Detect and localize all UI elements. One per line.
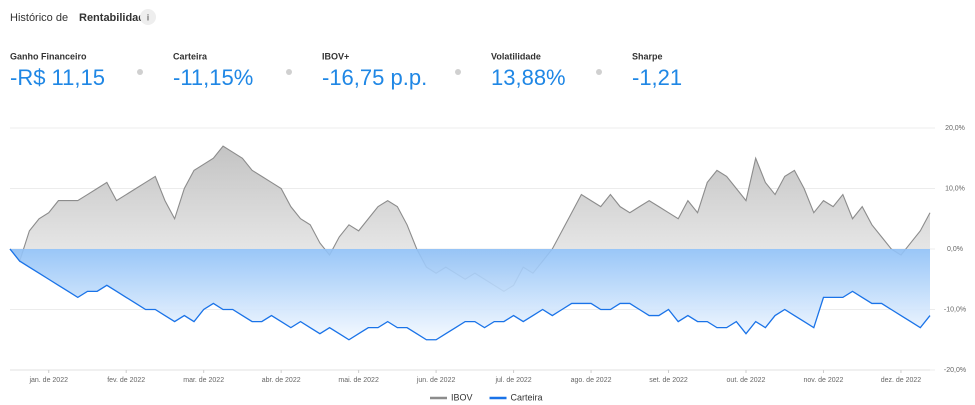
- x-tick-label: ago. de 2022: [571, 377, 612, 384]
- x-tick-label: abr. de 2022: [262, 377, 301, 384]
- stat-value: -11,15%: [173, 65, 253, 90]
- x-tick-label: jan. de 2022: [28, 377, 68, 384]
- x-tick-label: mar. de 2022: [183, 377, 224, 384]
- stat-value: -R$ 11,15: [10, 65, 105, 90]
- stat-value: -1,21: [632, 65, 682, 90]
- y-tick-label: 20,0%: [945, 125, 965, 132]
- x-tick-label: jul. de 2022: [494, 377, 531, 384]
- stat-value: 13,88%: [491, 65, 566, 90]
- stat-label: Sharpe: [632, 51, 663, 61]
- title-bold: Rentabilidade: [79, 12, 151, 24]
- separator: [137, 69, 143, 75]
- y-tick-label: 0,0%: [947, 246, 963, 253]
- title: Histórico de: [10, 12, 68, 24]
- line: [9, 248, 931, 341]
- x-tick-label: fev. de 2022: [107, 377, 145, 384]
- x-tick-label: out. de 2022: [727, 377, 766, 384]
- info-icon[interactable]: i: [147, 12, 149, 22]
- y-tick-label: -10,0%: [944, 306, 966, 313]
- separator: [596, 69, 602, 75]
- stat-label: IBOV+: [322, 51, 349, 61]
- x-tick-label: nov. de 2022: [803, 377, 843, 384]
- stat-label: Ganho Financeiro: [10, 51, 87, 61]
- x-tick-label: jun. de 2022: [416, 377, 456, 384]
- stat-value: -16,75 p.p.: [322, 65, 427, 90]
- y-tick-label: 10,0%: [945, 185, 965, 192]
- info-button[interactable]: [140, 9, 156, 25]
- y-tick-label: -20,0%: [944, 367, 966, 374]
- separator: [455, 69, 461, 75]
- x-tick-label: mai. de 2022: [338, 377, 379, 384]
- area: [10, 249, 930, 340]
- stat-label: Carteira: [173, 51, 208, 61]
- x-tick-label: dez. de 2022: [881, 377, 922, 384]
- separator: [286, 69, 292, 75]
- area: [10, 146, 930, 292]
- legend-label: Carteira: [511, 392, 543, 402]
- stat-label: Volatilidade: [491, 51, 541, 61]
- legend-label: IBOV: [451, 392, 473, 402]
- x-tick-label: set. de 2022: [649, 377, 688, 384]
